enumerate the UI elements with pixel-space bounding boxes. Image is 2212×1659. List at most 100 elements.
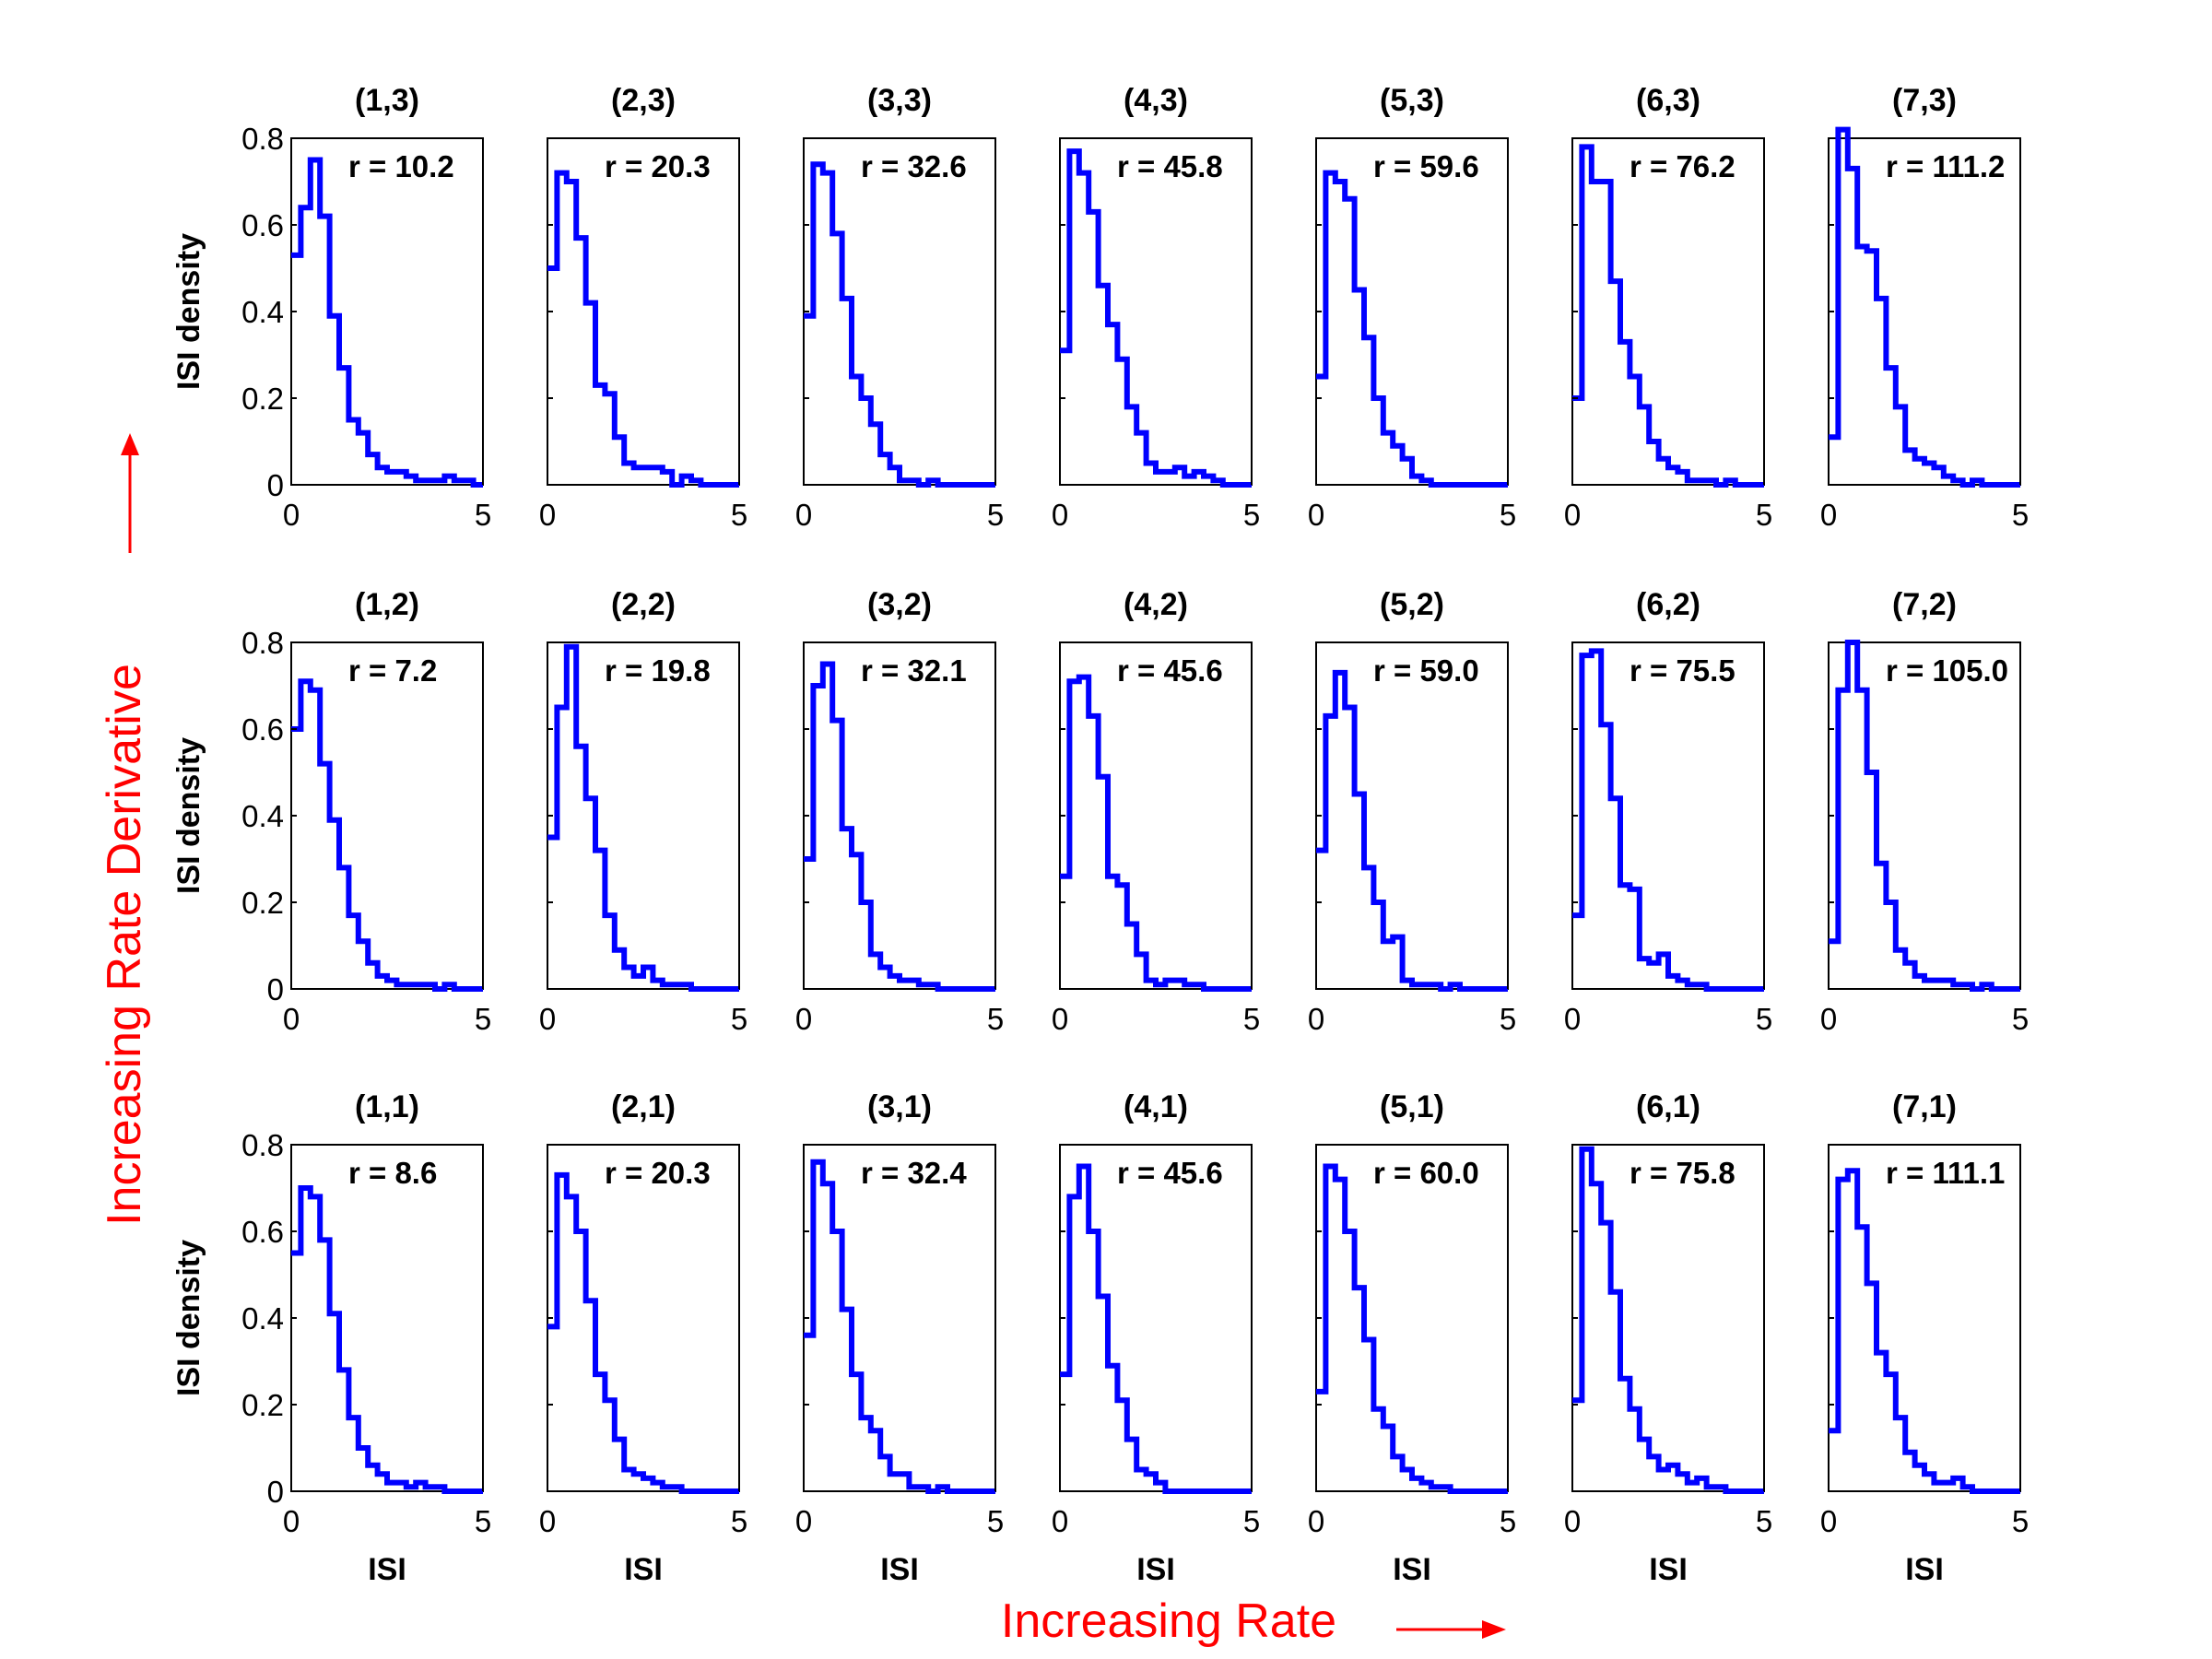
x-axis-label: ISI: [1649, 1552, 1688, 1587]
y-tick-label: 0: [267, 972, 284, 1006]
x-tick-label: 5: [987, 498, 1004, 532]
panel-1-2: (1,2) r = 7.2 0 5 0 0.2 0.4 0.6 0.8 ISI density: [171, 587, 491, 1036]
y-axis-label: ISI density: [171, 737, 206, 894]
histogram-series-line: [1572, 1146, 1764, 1494]
x-tick-label: 5: [1500, 1504, 1516, 1538]
panel-title: (5,2): [1380, 587, 1444, 622]
x-tick-label: 0: [1308, 1002, 1324, 1036]
panel-title: (6,1): [1636, 1089, 1700, 1124]
x-tick-label: 0: [1052, 498, 1068, 532]
y-tick-label: 0: [267, 468, 284, 502]
x-tick-label: 5: [987, 1504, 1004, 1538]
x-tick-label: 5: [1756, 498, 1772, 532]
x-tick-label: 0: [539, 498, 556, 532]
panel-2-3: (2,3) r = 20.3 0 5: [539, 83, 747, 532]
panel-3-2: (3,2) r = 32.1 0 5: [795, 587, 1004, 1036]
x-tick-label: 0: [1308, 1504, 1324, 1538]
x-tick-label: 0: [1820, 498, 1837, 532]
histogram-series-line: [291, 1185, 483, 1494]
x-axis-label: ISI: [624, 1552, 663, 1587]
y-tick-label: 0.4: [241, 295, 284, 329]
rate-label: r = 59.6: [1373, 149, 1479, 183]
y-axis-label: ISI density: [171, 233, 206, 390]
panel-title: (3,3): [867, 83, 932, 118]
panel-4-3: (4,3) r = 45.8 0 5: [1052, 83, 1260, 532]
rate-label: r = 75.8: [1630, 1156, 1735, 1190]
panel-6-3: (6,3) r = 76.2 0 5: [1564, 83, 1772, 532]
x-axis-label: ISI: [1393, 1552, 1431, 1587]
x-tick-label: 0: [283, 1002, 300, 1036]
rate-label: r = 19.8: [605, 653, 711, 688]
x-tick-label: 5: [2012, 498, 2029, 532]
panel-2-1: (2,1) r = 20.3 0 5 ISI: [539, 1089, 747, 1587]
panel-6-2: (6,2) r = 75.5 0 5: [1564, 587, 1772, 1036]
left-caption-group: Increasing Rate Derivative: [98, 433, 151, 1226]
rate-label: r = 105.0: [1886, 653, 2008, 688]
x-tick-label: 5: [2012, 1002, 2029, 1036]
panel-title: (1,3): [355, 83, 419, 118]
panel-title: (7,2): [1892, 587, 1957, 622]
rate-label: r = 45.6: [1117, 653, 1223, 688]
panels-group: (1,3) r = 10.2 0 5 0 0.2 0.4 0.6 0.8 ISI density (…: [171, 83, 2029, 1587]
histogram-series-line: [804, 1159, 995, 1494]
rate-label: r = 59.0: [1373, 653, 1479, 688]
x-tick-label: 0: [1564, 1504, 1581, 1538]
bottom-caption-arrowhead: [1482, 1620, 1506, 1639]
x-tick-label: 0: [283, 498, 300, 532]
rate-label: r = 111.2: [1886, 149, 2005, 183]
x-tick-label: 5: [731, 498, 747, 532]
histogram-series-line: [1829, 640, 2020, 992]
x-tick-label: 0: [1052, 1504, 1068, 1538]
histogram-series-line: [1060, 674, 1252, 992]
x-tick-label: 5: [1243, 498, 1260, 532]
histogram-series-line: [1316, 669, 1508, 992]
x-tick-label: 5: [1500, 498, 1516, 532]
histogram-series-line: [547, 1171, 739, 1494]
rate-label: r = 10.2: [348, 149, 454, 183]
histogram-series-line: [291, 157, 483, 488]
panel-5-3: (5,3) r = 59.6 0 5: [1308, 83, 1516, 532]
panel-title: (6,3): [1636, 83, 1700, 118]
x-tick-label: 0: [1820, 1504, 1837, 1538]
x-tick-label: 0: [1564, 1002, 1581, 1036]
histogram-series-line: [1316, 1163, 1508, 1494]
x-tick-label: 5: [987, 1002, 1004, 1036]
y-tick-label: 0.2: [241, 886, 284, 920]
histogram-series-line: [804, 661, 995, 992]
panel-5-1: (5,1) r = 60.0 0 5 ISI: [1308, 1089, 1516, 1587]
y-tick-label: 0.6: [241, 712, 284, 747]
histogram-series-line: [1829, 1168, 2020, 1494]
y-tick-label: 0.2: [241, 382, 284, 416]
bottom-caption: Increasing Rate: [1001, 1594, 1336, 1648]
panel-title: (2,2): [611, 587, 676, 622]
panel-7-3: (7,3) r = 111.2 0 5: [1820, 83, 2029, 532]
left-caption: Increasing Rate Derivative: [98, 664, 151, 1226]
rate-label: r = 32.1: [861, 653, 967, 688]
x-axis-label: ISI: [1905, 1552, 1944, 1587]
y-tick-label: 0.6: [241, 1215, 284, 1249]
rate-label: r = 8.6: [348, 1156, 437, 1190]
x-tick-label: 5: [1500, 1002, 1516, 1036]
rate-label: r = 20.3: [605, 149, 711, 183]
x-axis-label: ISI: [880, 1552, 919, 1587]
x-tick-label: 5: [475, 1002, 491, 1036]
y-tick-label: 0.2: [241, 1388, 284, 1422]
panel-1-1: (1,1) r = 8.6 0 5 0 0.2 0.4 0.6 0.8 ISI density IS…: [171, 1089, 491, 1587]
rate-label: r = 32.4: [861, 1156, 967, 1190]
bottom-caption-group: Increasing Rate: [1001, 1594, 1506, 1648]
panel-3-3: (3,3) r = 32.6 0 5: [795, 83, 1004, 532]
x-tick-label: 0: [1308, 498, 1324, 532]
histogram-series-line: [291, 678, 483, 992]
x-tick-label: 5: [475, 498, 491, 532]
x-tick-label: 0: [539, 1002, 556, 1036]
panel-title: (4,3): [1124, 83, 1188, 118]
y-tick-label: 0: [267, 1475, 284, 1509]
histogram-series-line: [1060, 1163, 1252, 1494]
x-tick-label: 0: [795, 498, 812, 532]
x-tick-label: 0: [283, 1504, 300, 1538]
rate-label: r = 111.1: [1886, 1156, 2005, 1190]
x-axis-label: ISI: [368, 1552, 406, 1587]
panel-6-1: (6,1) r = 75.8 0 5 ISI: [1564, 1089, 1772, 1587]
y-tick-label: 0.8: [241, 122, 284, 156]
